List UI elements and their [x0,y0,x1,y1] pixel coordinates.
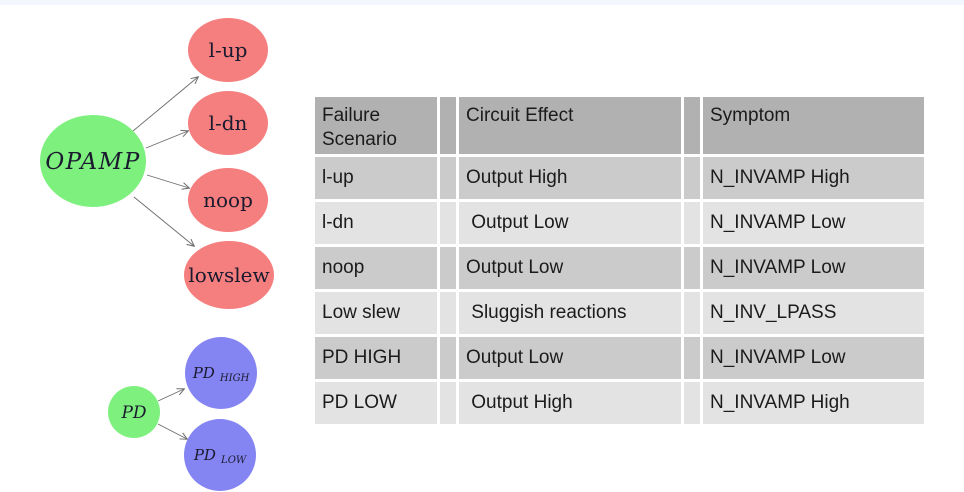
fault-tree-diagram: OPAMP l-up l-dn noop lowslew PD PD HIGH … [40,18,274,491]
node-pdhigh-shape [185,337,257,409]
cell-symptom: N_INVAMP Low [703,202,924,244]
top-strip [0,0,964,5]
cell-symptom: N_INVAMP Low [703,247,924,289]
header-circuit-effect: Circuit Effect [459,97,681,154]
cell-spacer [440,157,456,199]
cell-effect: Output Low [459,337,681,379]
cell-spacer [440,382,456,424]
header-symptom: Symptom [703,97,924,154]
cell-spacer [684,382,700,424]
edge-opamp-ldn [145,131,188,149]
node-pd-shape [108,386,160,438]
cell-effect: Output High [459,157,681,199]
node-pdhigh-label: PD HIGH [192,363,250,384]
cell-spacer [684,337,700,379]
cell-spacer [440,337,456,379]
node-pdhigh-label-sub: HIGH [219,373,250,384]
cell-spacer [440,202,456,244]
node-pdlow: PD LOW [184,419,256,491]
cell-scenario: l-dn [315,202,437,244]
cell-spacer [440,292,456,334]
cell-effect: Output High [459,382,681,424]
edge-opamp-lup [132,77,198,132]
node-lowslew-label: lowslew [188,263,269,287]
node-lowslew: lowslew [184,241,274,309]
cell-spacer [684,292,700,334]
node-pdlow-label-base: PD [193,446,216,464]
edge-opamp-lowslew [133,196,194,246]
node-noop-shape [188,168,268,232]
node-ldn: l-dn [188,91,268,155]
node-lowslew-shape [184,241,274,309]
node-lup-label: l-up [209,38,248,62]
cell-symptom: N_INVAMP Low [703,337,924,379]
node-pdlow-label: PD LOW [193,445,247,466]
edge-pd-pdhigh [157,389,184,402]
edge-opamp-noop [146,174,189,188]
cell-spacer [684,202,700,244]
node-pdhigh: PD HIGH [185,337,257,409]
node-lup: l-up [188,18,268,82]
pd-edges [157,389,187,439]
cell-scenario: PD LOW [315,382,437,424]
cell-spacer [684,247,700,289]
node-pdlow-shape [184,419,256,491]
node-pdlow-label-sub: LOW [220,455,247,466]
cell-spacer [684,157,700,199]
node-ldn-label: l-dn [209,111,248,135]
header-failure-scenario: Failure Scenario [315,97,437,154]
node-lup-shape [188,18,268,82]
cell-symptom: N_INVAMP High [703,382,924,424]
cell-scenario: Low slew [315,292,437,334]
cell-effect: Output Low [459,202,681,244]
cell-effect: Output Low [459,247,681,289]
node-pd: PD [108,386,160,438]
node-pdhigh-label-base: PD [192,364,215,382]
node-opamp: OPAMP [40,115,146,207]
node-opamp-label: OPAMP [45,149,140,175]
node-opamp-shape [40,115,146,207]
cell-scenario: noop [315,247,437,289]
cell-symptom: N_INVAMP High [703,157,924,199]
node-ldn-shape [188,91,268,155]
cell-scenario: l-up [315,157,437,199]
failure-scenario-table: Failure Scenario Circuit Effect Symptom … [315,97,924,424]
cell-symptom: N_INV_LPASS [703,292,924,334]
header-spacer-1 [440,97,456,154]
edge-pd-pdlow [157,423,187,439]
cell-effect: Sluggish reactions [459,292,681,334]
opamp-edges [132,77,198,246]
node-pd-label: PD [120,403,146,423]
node-noop-label: noop [203,188,253,212]
header-spacer-2 [684,97,700,154]
cell-spacer [440,247,456,289]
node-noop: noop [188,168,268,232]
cell-scenario: PD HIGH [315,337,437,379]
